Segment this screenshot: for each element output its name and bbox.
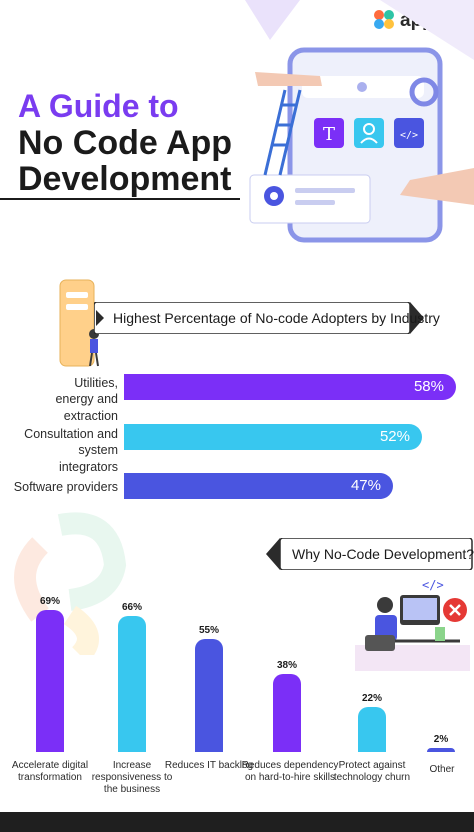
hbar-value-label-3: 47% bbox=[350, 477, 381, 494]
vbar-4 bbox=[273, 674, 301, 752]
app-builder-illustration: T </> bbox=[245, 0, 474, 243]
vbar-category-6: Other bbox=[429, 764, 455, 775]
vbar-3 bbox=[195, 639, 223, 752]
vbar-6 bbox=[427, 748, 455, 752]
appypie-watermark-icon bbox=[14, 512, 127, 655]
vbar-value-label-6: 2% bbox=[433, 734, 449, 745]
appypie-logo-icon bbox=[374, 10, 394, 29]
title-line-3: Development bbox=[18, 160, 232, 198]
hbar-value-label-2: 52% bbox=[379, 428, 410, 445]
svg-text:</>: </> bbox=[400, 130, 418, 141]
title-line-2: No Code App bbox=[18, 124, 233, 162]
text-icon bbox=[314, 118, 344, 148]
section-1-header-bar bbox=[94, 302, 424, 334]
vbar-category-2: Increase responsiveness to the business bbox=[91, 760, 173, 795]
vbar-category-1: Accelerate digital transformation bbox=[11, 760, 89, 783]
hbar-3: 47% bbox=[124, 473, 393, 499]
hbar-value-label-1: 58% bbox=[413, 378, 444, 395]
title-line-1: A Guide to bbox=[18, 88, 179, 124]
hbar-2: 52% bbox=[124, 424, 422, 450]
code-icon bbox=[394, 118, 424, 148]
developer-desk-illustration: </> bbox=[355, 578, 470, 671]
vbar-category-5: Protect against technology churn bbox=[333, 760, 411, 783]
vbar-value-label-2: 66% bbox=[121, 602, 142, 613]
vbar-5 bbox=[358, 707, 386, 752]
vbar-value-label-1: 69% bbox=[39, 596, 60, 607]
vbar-value-label-5: 22% bbox=[361, 693, 382, 704]
vbar-value-label-4: 38% bbox=[276, 660, 297, 671]
section-1-title: Highest Percentage of No-code Adopters b… bbox=[113, 310, 440, 326]
footer-bar bbox=[0, 812, 474, 832]
vbar-value-label-3: 55% bbox=[198, 625, 219, 636]
hbar-category-1: Utilities, energy and extraction bbox=[55, 376, 118, 423]
vbar-category-3: Reduces IT backlog bbox=[164, 760, 254, 771]
vbar-category-4: Reduces dependency on hard-to-hire skill… bbox=[241, 760, 339, 783]
hbar-category-2: Consultation and system integrators bbox=[24, 427, 118, 474]
title-underline bbox=[0, 198, 240, 200]
hbar-1: 58% bbox=[124, 374, 456, 400]
vbar-2 bbox=[118, 616, 146, 752]
hbar-category-3: Software providers bbox=[13, 480, 118, 494]
section-2-header-bar bbox=[266, 538, 473, 570]
section-2-title: Why No-Code Development? bbox=[292, 546, 474, 562]
vbar-1 bbox=[36, 610, 64, 752]
svg-text:</>: </> bbox=[422, 578, 444, 592]
svg-text:T: T bbox=[323, 124, 335, 145]
